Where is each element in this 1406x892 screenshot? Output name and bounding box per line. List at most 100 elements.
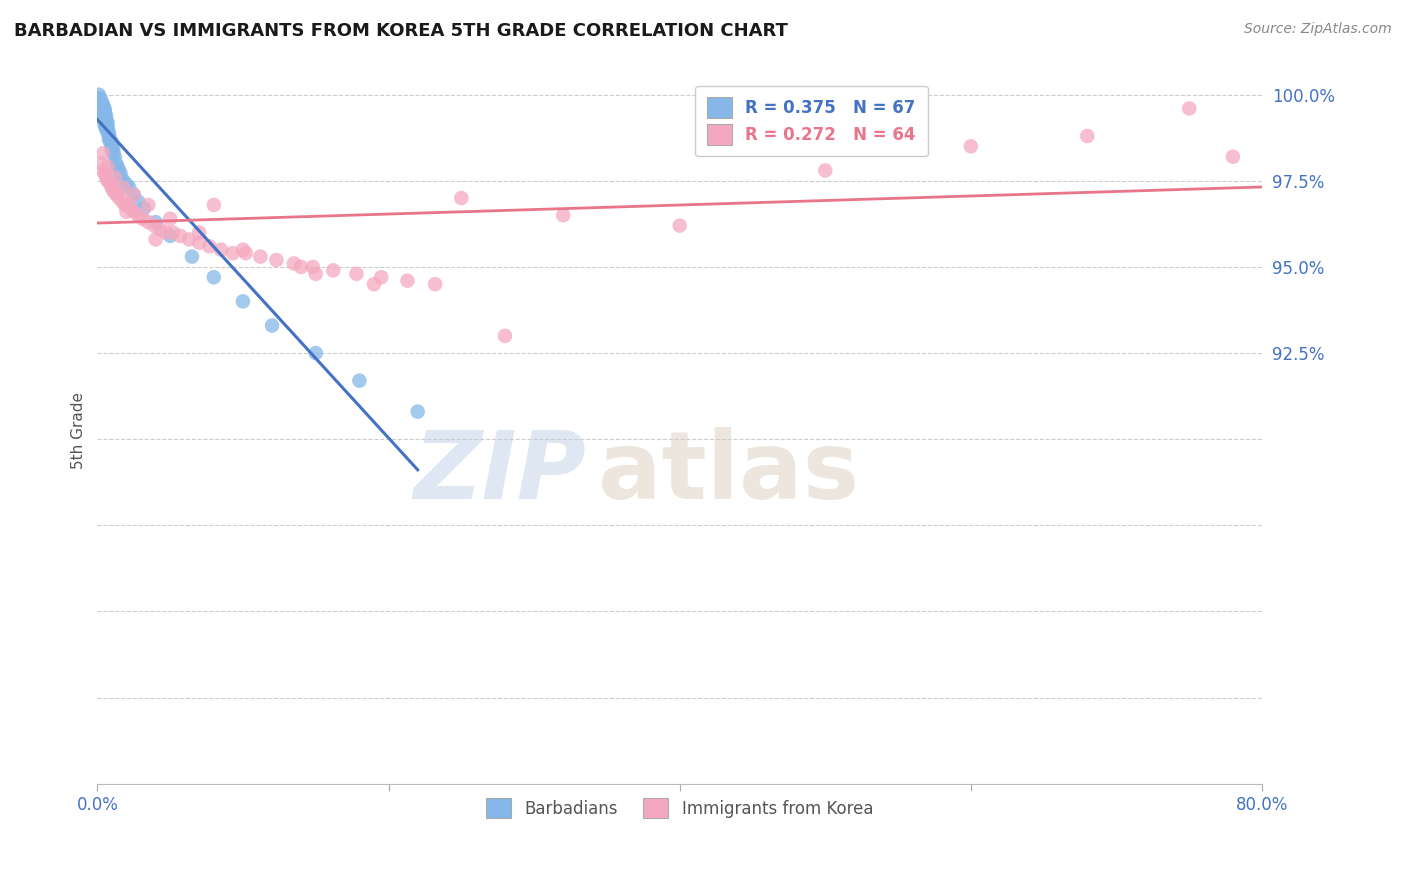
Point bbox=[283, 256, 305, 270]
Point bbox=[101, 143, 124, 157]
Point bbox=[112, 174, 135, 188]
Point bbox=[181, 250, 204, 264]
Point bbox=[93, 108, 115, 122]
Point bbox=[1178, 102, 1201, 116]
Point bbox=[108, 191, 131, 205]
Point bbox=[349, 374, 371, 388]
Point bbox=[93, 102, 115, 116]
Point bbox=[553, 208, 575, 222]
Point bbox=[105, 156, 128, 170]
Point bbox=[91, 102, 114, 116]
Point bbox=[90, 102, 112, 116]
Point bbox=[122, 204, 145, 219]
Point bbox=[202, 198, 225, 212]
Point bbox=[103, 146, 125, 161]
Point bbox=[104, 170, 127, 185]
Point bbox=[209, 243, 232, 257]
Point bbox=[90, 98, 112, 112]
Point bbox=[423, 277, 446, 292]
Point bbox=[93, 104, 115, 119]
Point bbox=[136, 215, 159, 229]
Point bbox=[159, 228, 181, 243]
Point bbox=[143, 219, 166, 233]
Point bbox=[111, 194, 134, 209]
Point bbox=[89, 102, 111, 116]
Point bbox=[260, 318, 283, 333]
Point bbox=[162, 226, 184, 240]
Point bbox=[107, 160, 129, 174]
Point bbox=[235, 246, 257, 260]
Point bbox=[89, 98, 111, 112]
Point bbox=[188, 226, 211, 240]
Point bbox=[198, 239, 221, 253]
Point bbox=[103, 184, 125, 198]
Point bbox=[406, 404, 429, 418]
Point bbox=[94, 122, 117, 136]
Point bbox=[101, 136, 124, 150]
Point bbox=[136, 198, 159, 212]
Point bbox=[93, 167, 115, 181]
Point bbox=[494, 329, 516, 343]
Point bbox=[98, 126, 121, 140]
Point bbox=[94, 112, 117, 126]
Point bbox=[98, 174, 121, 188]
Point bbox=[98, 132, 121, 146]
Point bbox=[202, 270, 225, 285]
Point bbox=[131, 211, 153, 226]
Point bbox=[110, 167, 132, 181]
Point bbox=[87, 87, 110, 102]
Text: atlas: atlas bbox=[598, 427, 859, 519]
Point bbox=[94, 170, 117, 185]
Point bbox=[89, 95, 111, 109]
Point bbox=[94, 108, 117, 122]
Legend: Barbadians, Immigrants from Korea: Barbadians, Immigrants from Korea bbox=[479, 791, 880, 825]
Point bbox=[100, 132, 122, 146]
Point bbox=[100, 136, 122, 150]
Point bbox=[322, 263, 344, 277]
Point bbox=[305, 346, 328, 360]
Point bbox=[87, 95, 110, 109]
Point bbox=[127, 194, 149, 209]
Point bbox=[93, 115, 115, 129]
Point bbox=[89, 98, 111, 112]
Point bbox=[290, 260, 312, 274]
Point bbox=[1222, 150, 1244, 164]
Point bbox=[104, 184, 127, 198]
Point bbox=[94, 115, 117, 129]
Point bbox=[117, 198, 139, 212]
Point bbox=[100, 178, 122, 192]
Point bbox=[91, 108, 114, 122]
Point bbox=[814, 163, 837, 178]
Point bbox=[89, 91, 111, 105]
Point bbox=[363, 277, 385, 292]
Point bbox=[149, 222, 172, 236]
Point bbox=[115, 204, 138, 219]
Point bbox=[93, 104, 115, 119]
Point bbox=[232, 243, 254, 257]
Point bbox=[87, 95, 110, 109]
Point bbox=[301, 260, 323, 274]
Point bbox=[169, 228, 191, 243]
Point bbox=[668, 219, 690, 233]
Point bbox=[249, 250, 271, 264]
Point bbox=[101, 180, 124, 194]
Point bbox=[94, 119, 117, 133]
Text: Source: ZipAtlas.com: Source: ZipAtlas.com bbox=[1244, 22, 1392, 37]
Point bbox=[1076, 128, 1098, 143]
Point bbox=[122, 187, 145, 202]
Point bbox=[122, 187, 145, 202]
Point bbox=[188, 235, 211, 250]
Point bbox=[370, 270, 392, 285]
Point bbox=[346, 267, 368, 281]
Point bbox=[89, 95, 111, 109]
Point bbox=[93, 112, 115, 126]
Point bbox=[96, 119, 118, 133]
Text: BARBADIAN VS IMMIGRANTS FROM KOREA 5TH GRADE CORRELATION CHART: BARBADIAN VS IMMIGRANTS FROM KOREA 5TH G… bbox=[14, 22, 787, 40]
Point bbox=[305, 267, 328, 281]
Point bbox=[105, 187, 128, 202]
Point bbox=[159, 211, 181, 226]
Point bbox=[266, 253, 288, 268]
Point bbox=[120, 202, 142, 216]
Point bbox=[396, 274, 419, 288]
Point bbox=[91, 102, 114, 116]
